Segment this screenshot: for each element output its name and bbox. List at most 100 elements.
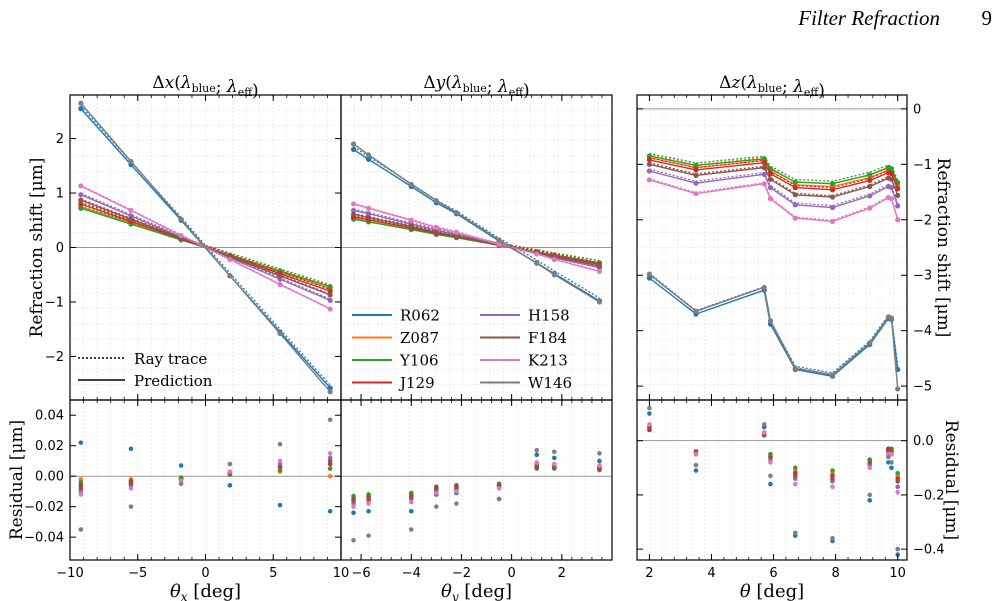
residual-point-R062 [277, 502, 283, 508]
running-title: Filter Refraction [798, 6, 940, 30]
title-part: λ [792, 77, 804, 97]
point-K213 [366, 205, 372, 211]
residual-point-R062 [128, 446, 134, 452]
residual-point-Y106 [792, 465, 798, 471]
residual-point-K213 [227, 469, 233, 474]
residual-axis-label: Residual [μm] [941, 420, 961, 540]
series-line-W146 [648, 273, 899, 389]
title-part: blue [192, 82, 216, 95]
point-K213 [408, 217, 414, 223]
point-F184 [761, 165, 767, 171]
residual-tick-label: −0.02 [24, 500, 64, 515]
y-tick-label: −4 [913, 324, 932, 339]
legend-label-J129: J129 [398, 374, 435, 392]
raytrace-line-Y106 [80, 205, 331, 286]
residual-point-W146 [327, 417, 333, 423]
x-label-theta: θ [740, 581, 751, 601]
point-W146 [646, 271, 653, 277]
raytrace-line-J129 [80, 201, 331, 291]
point-J129 [646, 157, 653, 163]
residual-point-W146 [534, 447, 540, 453]
title-part: ) [818, 81, 825, 101]
residual-point-W146 [277, 441, 283, 447]
panel-dz: 2 4 6 8 100−1−2−3−4−50.0−0.2−0.4Δz(λblue; λe… [636, 73, 961, 601]
point-J129 [693, 167, 699, 173]
point-H158 [895, 203, 901, 209]
point-H158 [366, 211, 372, 217]
residual-tick-label: 0.0 [913, 434, 934, 449]
series-line-F184 [353, 213, 600, 267]
y-tick-label: 2 [56, 132, 64, 147]
residual-point-W146 [78, 527, 84, 532]
point-K213 [792, 215, 798, 221]
point-W146 [78, 100, 84, 106]
title-part: ) [252, 81, 259, 101]
residual-point-Z087 [327, 473, 333, 479]
residual-axis-label: Residual [μm] [7, 420, 27, 540]
residual-point-K213 [454, 489, 459, 494]
residual-tick-label: −0.2 [913, 488, 945, 503]
point-W146 [596, 299, 603, 305]
title-part: ( [740, 73, 747, 93]
legend-label-prediction: Prediction [134, 372, 213, 390]
residual-point-K213 [351, 504, 356, 509]
point-R062 [78, 106, 84, 112]
title-part: y [435, 73, 446, 93]
point-W146 [327, 389, 333, 395]
point-K213 [327, 306, 333, 312]
point-W146 [761, 284, 767, 291]
x-tick-label: −2 [452, 566, 471, 581]
residual-point-W146 [351, 537, 356, 543]
title-part: Δ [719, 73, 731, 93]
point-K213 [767, 196, 774, 202]
y-tick-label: −5 [913, 380, 932, 395]
x-axis-label: θx [deg] [170, 581, 241, 601]
title-part: λ [497, 77, 509, 97]
title-part: ) [523, 81, 530, 101]
title-part: eff [804, 86, 820, 99]
x-tick-label: 8 [831, 566, 839, 581]
residual-point-F184 [277, 464, 283, 470]
x-axis-label: θ [deg] [740, 581, 804, 601]
residual-point-R062 [178, 463, 184, 468]
point-K213 [277, 281, 283, 288]
residual-tick-label: −0.4 [913, 543, 945, 558]
point-F184 [277, 273, 283, 279]
residual-frame [340, 399, 613, 561]
residual-point-K213 [128, 486, 134, 491]
point-Y106 [761, 156, 767, 162]
x-tick-label: −4 [402, 566, 421, 581]
residual-point-W146 [886, 454, 891, 460]
residual-point-R062 [227, 483, 233, 488]
point-F184 [895, 192, 901, 198]
x-tick-label: −5 [128, 566, 147, 581]
x-tick-label: 0 [507, 566, 515, 581]
point-W146 [128, 158, 134, 165]
point-F184 [867, 183, 873, 190]
x-tick-label: −6 [351, 566, 370, 581]
x-axis-label: θy [deg] [441, 581, 512, 601]
point-R062 [366, 156, 372, 162]
title-part: λ [226, 77, 238, 97]
point-K213 [433, 224, 439, 230]
legend-label-Y106: Y106 [399, 352, 439, 370]
raytrace-line-F184 [353, 212, 600, 266]
point-W146 [366, 152, 372, 158]
title-part: ; [782, 77, 793, 97]
residual-frame [636, 399, 908, 561]
residual-point-W146 [830, 536, 835, 541]
point-K213 [693, 191, 699, 197]
residual-point-W146 [647, 405, 652, 411]
point-F184 [767, 176, 774, 182]
main-plot-area [646, 152, 901, 392]
residual-point-K213 [761, 430, 767, 435]
residual-point-F184 [128, 481, 134, 487]
legend-label-Z087: Z087 [400, 329, 439, 347]
point-F184 [408, 223, 414, 229]
residual-point-R062 [366, 508, 371, 514]
x-label-sub: x [181, 590, 188, 601]
title-part: eff [238, 86, 254, 99]
point-K213 [829, 218, 836, 225]
residual-point-F184 [867, 460, 873, 465]
point-F184 [453, 233, 460, 239]
